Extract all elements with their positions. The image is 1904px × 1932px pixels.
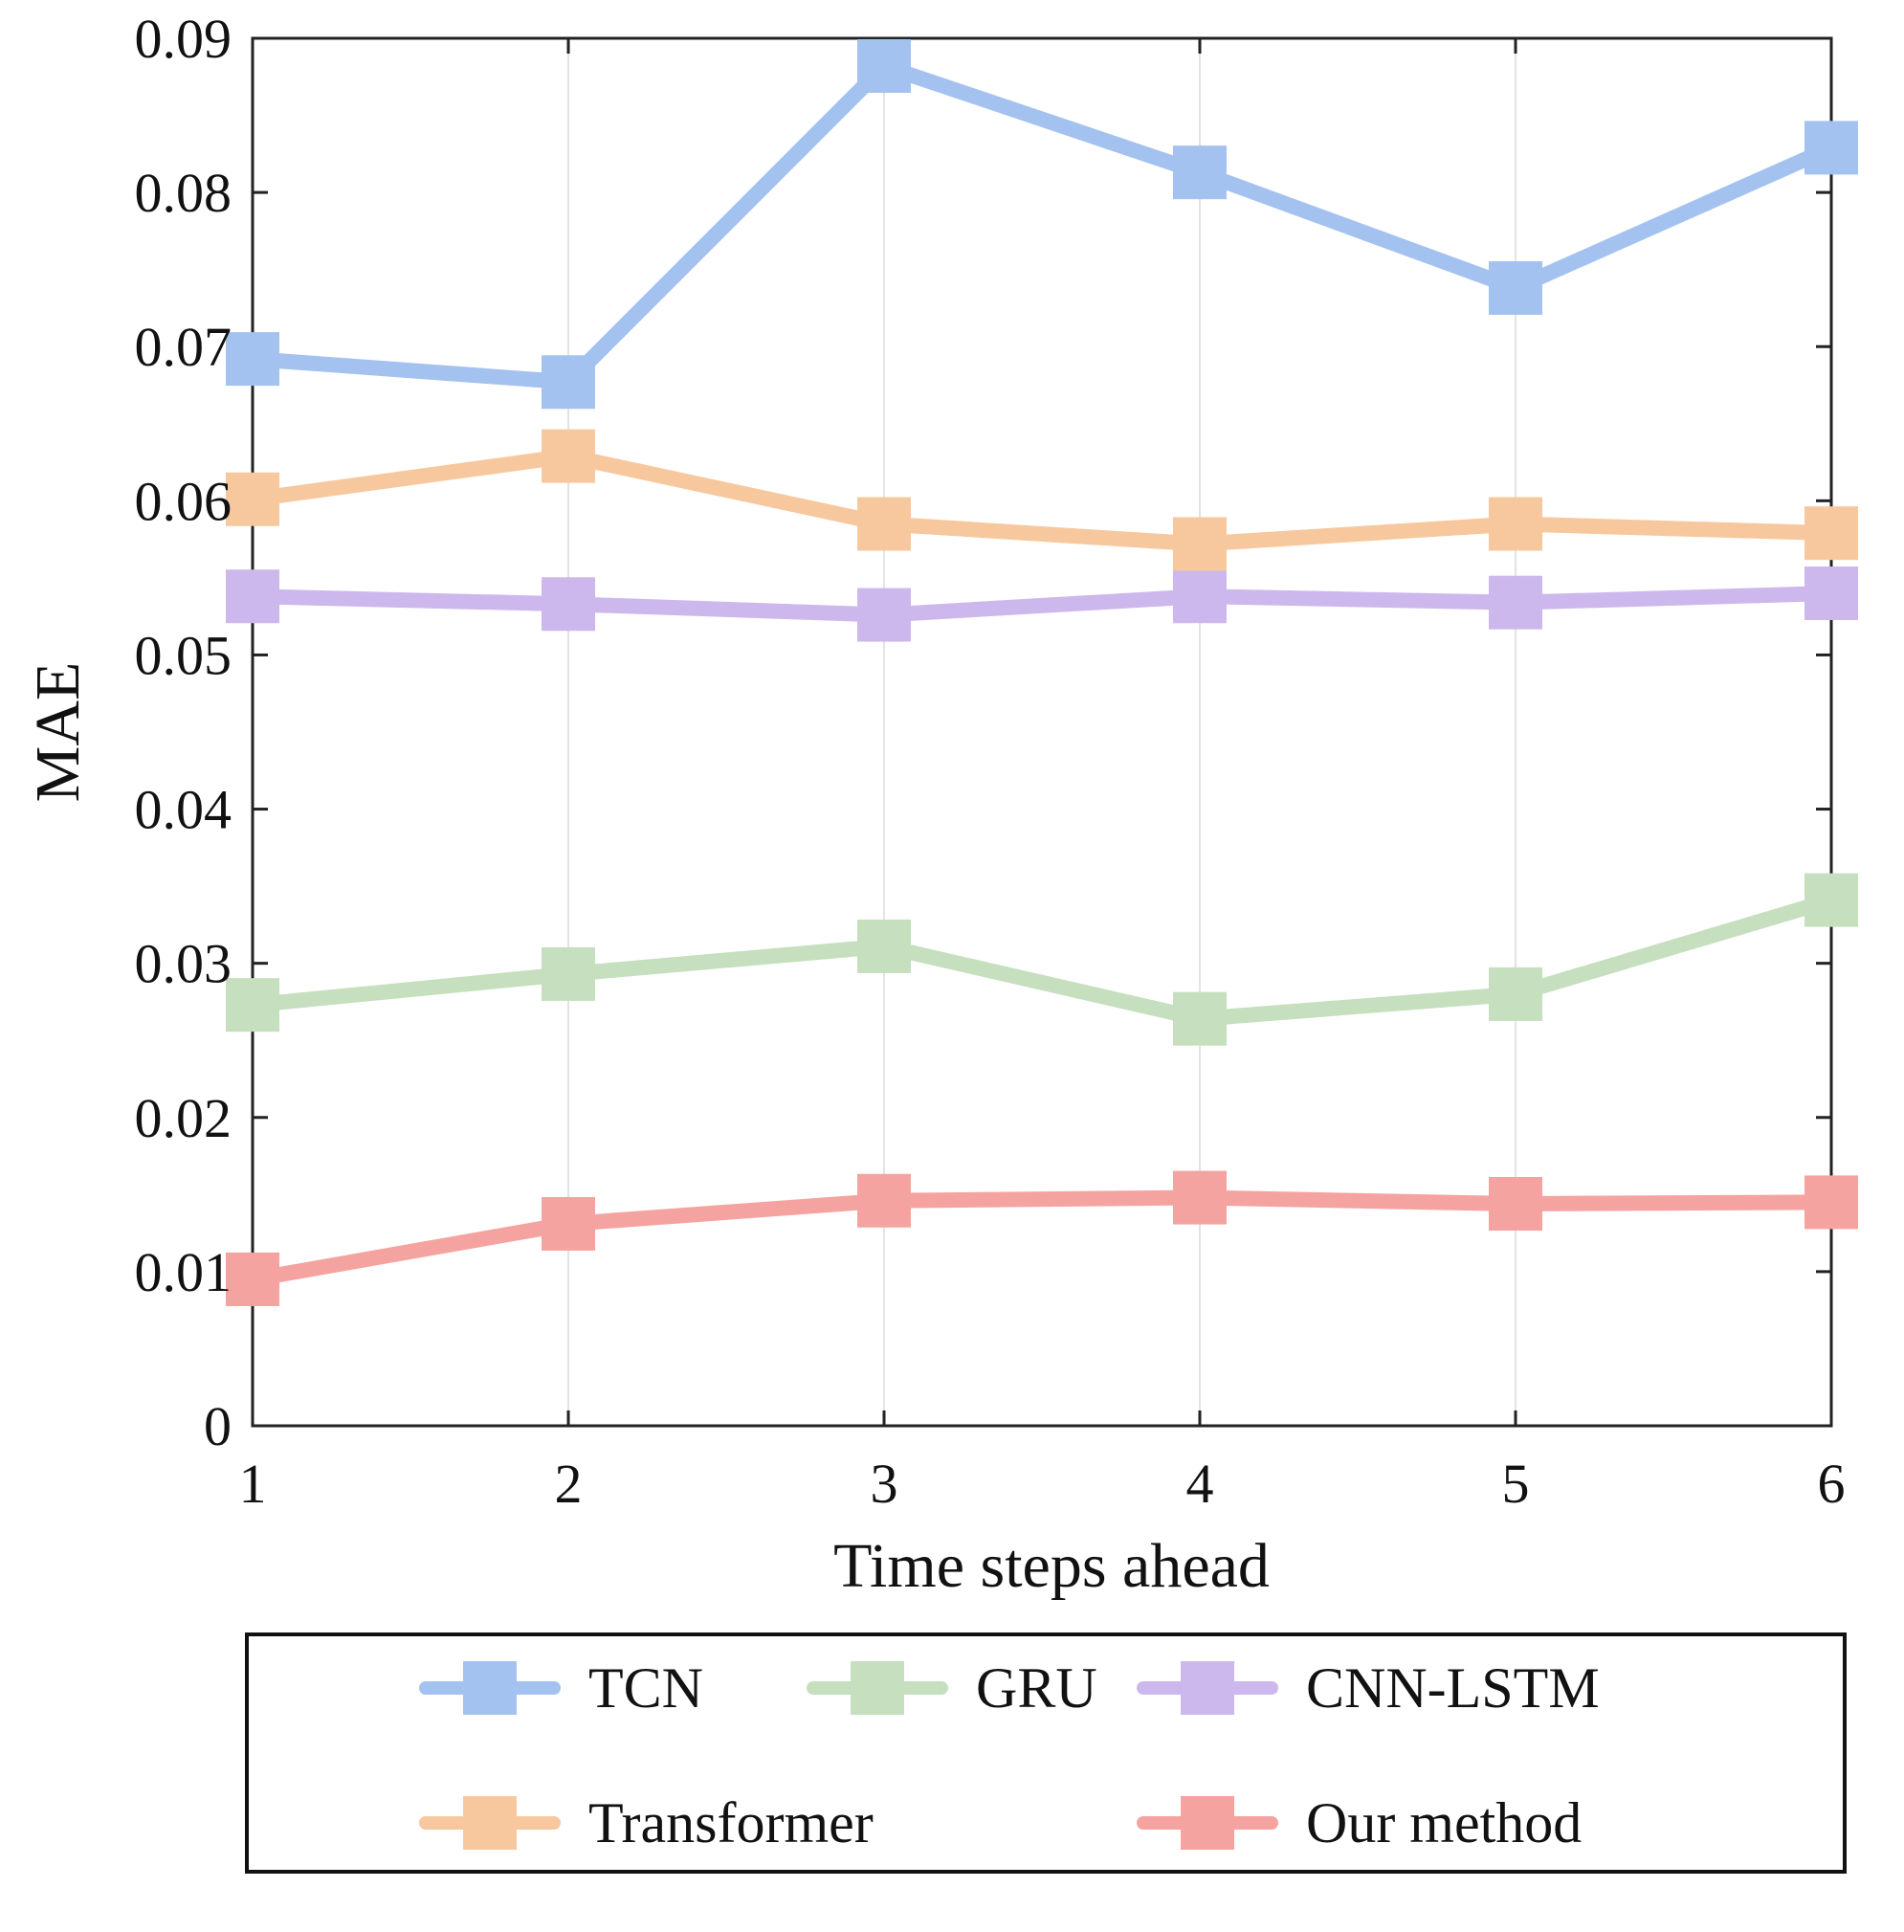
data-point-transformer — [1804, 506, 1858, 561]
legend-swatch-marker-our-method — [1181, 1796, 1234, 1850]
data-point-tcn — [542, 355, 595, 410]
series-gru — [226, 873, 1858, 1046]
series-group — [226, 39, 1858, 1306]
legend-item-transformer: Transformer — [419, 1791, 874, 1854]
series-line-transformer — [245, 448, 1839, 552]
legend-label-gru: GRU — [976, 1656, 1097, 1720]
data-point-transformer — [542, 429, 595, 483]
legend-label-transformer: Transformer — [588, 1791, 874, 1854]
x-tick-label: 2 — [555, 1453, 583, 1515]
data-point-cnn-lstm — [1804, 566, 1858, 620]
data-point-tcn — [1489, 261, 1542, 315]
legend-swatch-marker-transformer — [463, 1796, 517, 1850]
x-axis-title: Time steps ahead — [833, 1531, 1270, 1601]
data-point-gru — [226, 978, 279, 1033]
legend-label-our-method: Our method — [1306, 1791, 1582, 1854]
data-point-our-method — [542, 1196, 595, 1251]
data-point-tcn — [226, 332, 279, 387]
data-point-transformer — [1489, 497, 1542, 551]
data-point-cnn-lstm — [1173, 569, 1227, 624]
series-our-method — [226, 1170, 1858, 1306]
legend-swatch-marker-cnn-lstm — [1181, 1661, 1234, 1715]
y-tick-label: 0.08 — [135, 162, 232, 224]
data-point-cnn-lstm — [857, 588, 911, 642]
x-tick-label: 3 — [871, 1453, 898, 1515]
data-point-cnn-lstm — [1489, 575, 1542, 630]
legend-item-cnn-lstm: CNN-LSTM — [1137, 1656, 1600, 1720]
legend-label-tcn: TCN — [588, 1656, 703, 1720]
data-point-gru — [1173, 991, 1227, 1046]
y-tick-label: 0.06 — [135, 470, 232, 532]
data-point-tcn — [857, 39, 911, 93]
y-tick-labels: 0 0.01 0.02 0.03 0.04 0.05 0.06 0.07 0.08 0.09 — [135, 8, 232, 1457]
data-point-gru — [542, 946, 595, 1001]
data-point-transformer — [226, 472, 279, 526]
data-point-our-method — [1804, 1175, 1858, 1230]
data-point-transformer — [857, 497, 911, 551]
data-point-transformer — [1173, 517, 1227, 571]
x-tick-label: 4 — [1186, 1453, 1214, 1515]
legend-swatch-marker-tcn — [463, 1661, 517, 1715]
x-tick-label: 5 — [1502, 1453, 1530, 1515]
series-line-our-method — [245, 1189, 1839, 1287]
series-line-tcn — [245, 58, 1839, 390]
legend-item-our-method: Our method — [1137, 1791, 1582, 1854]
legend-item-tcn: TCN — [419, 1656, 703, 1720]
series-line-gru — [245, 892, 1839, 1027]
x-tick-label: 1 — [239, 1453, 267, 1515]
data-point-tcn — [1804, 121, 1858, 175]
x-tick-labels: 1 2 3 4 5 6 — [239, 1453, 1846, 1515]
x-tick-label: 6 — [1818, 1453, 1846, 1515]
y-tick-label: 0.02 — [135, 1087, 232, 1149]
series-tcn — [226, 39, 1858, 410]
data-point-gru — [1489, 966, 1542, 1021]
y-tick-label: 0.05 — [135, 624, 232, 686]
data-point-our-method — [857, 1173, 911, 1228]
data-point-our-method — [1489, 1177, 1542, 1231]
data-point-our-method — [1173, 1170, 1227, 1225]
plot-frame — [251, 36, 1833, 1428]
data-point-gru — [1804, 873, 1858, 927]
data-point-cnn-lstm — [542, 577, 595, 632]
series-transformer — [226, 429, 1858, 571]
data-point-cnn-lstm — [226, 569, 279, 624]
legend: TCN GRU CNN-LSTM Transformer Our method — [245, 1632, 1847, 1874]
y-tick-label: 0.04 — [135, 779, 232, 841]
y-tick-label: 0.07 — [135, 316, 232, 378]
series-line-cnn-lstm — [245, 586, 1839, 623]
legend-swatch-marker-gru — [851, 1661, 904, 1715]
y-tick-label: 0 — [204, 1395, 232, 1457]
series-cnn-lstm — [226, 566, 1858, 642]
data-point-our-method — [226, 1252, 279, 1306]
legend-label-cnn-lstm: CNN-LSTM — [1306, 1656, 1600, 1720]
data-point-tcn — [1173, 145, 1227, 200]
y-axis-title: MAE — [23, 662, 93, 803]
data-point-gru — [857, 919, 911, 973]
y-tick-label: 0.01 — [135, 1241, 232, 1303]
y-tick-label: 0.03 — [135, 933, 232, 995]
y-tick-label: 0.09 — [135, 8, 232, 70]
legend-item-gru: GRU — [807, 1656, 1097, 1720]
